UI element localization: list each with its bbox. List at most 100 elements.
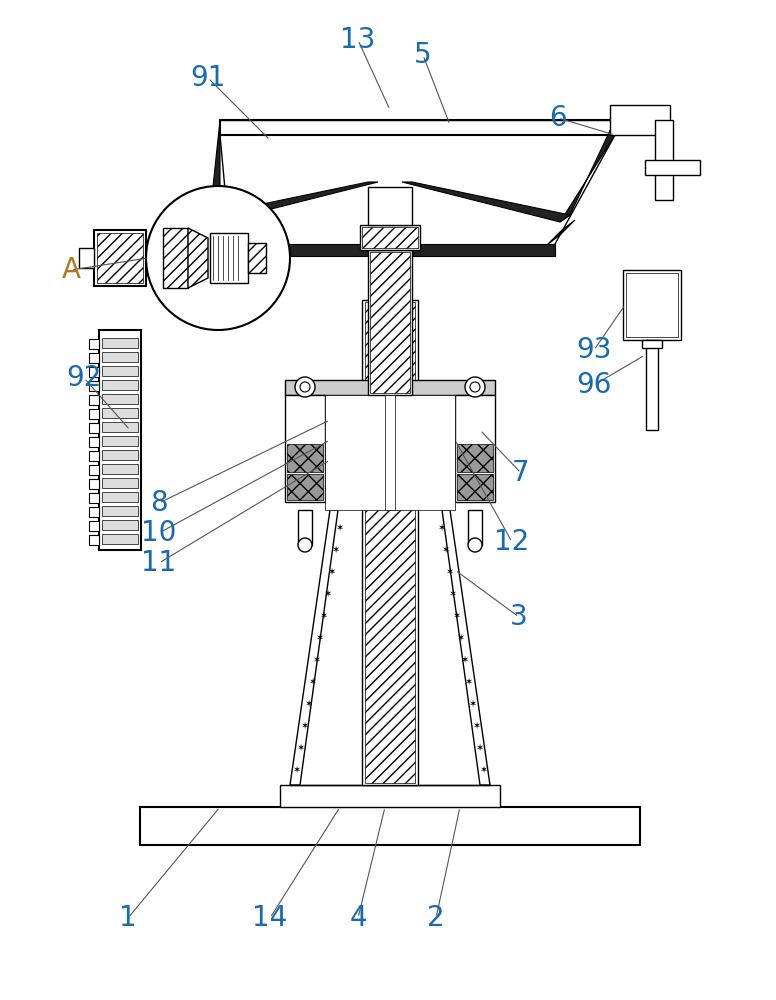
Text: ✶: ✶ (304, 699, 312, 709)
Text: ✶: ✶ (324, 589, 331, 599)
Bar (623, 270, 681, 340)
Bar (89, 353, 99, 363)
Bar (655, 120, 673, 200)
Text: ✶: ✶ (316, 633, 324, 643)
Text: 8: 8 (151, 489, 168, 517)
Bar (325, 395, 390, 510)
Text: ✶: ✶ (331, 545, 339, 555)
Polygon shape (205, 220, 238, 245)
Bar (102, 394, 138, 404)
Text: 2: 2 (427, 904, 445, 932)
Bar (210, 233, 248, 283)
Bar (645, 160, 700, 175)
Text: 4: 4 (349, 904, 367, 932)
Bar (89, 367, 99, 377)
Bar (163, 228, 188, 288)
Text: 7: 7 (512, 459, 530, 487)
Bar (89, 479, 99, 489)
Text: ✶: ✶ (293, 765, 300, 775)
Circle shape (298, 538, 312, 552)
Bar (646, 340, 658, 430)
Bar (362, 227, 418, 248)
Text: 6: 6 (549, 104, 566, 132)
Bar (285, 395, 325, 502)
Text: 14: 14 (252, 904, 288, 932)
Bar (248, 243, 266, 273)
Text: ✶: ✶ (460, 655, 468, 665)
Bar (102, 506, 138, 516)
Text: 12: 12 (494, 528, 530, 556)
Bar (360, 225, 420, 250)
Bar (102, 520, 138, 530)
Text: 93: 93 (577, 336, 611, 364)
Bar (89, 395, 99, 405)
Text: ✶: ✶ (441, 545, 449, 555)
Text: ✶: ✶ (334, 523, 343, 533)
Bar (385, 395, 395, 510)
Bar (610, 105, 670, 135)
Bar (368, 250, 412, 395)
Bar (230, 244, 555, 256)
Polygon shape (402, 182, 570, 222)
Bar (370, 252, 410, 393)
Bar (102, 478, 138, 488)
Bar (102, 534, 138, 544)
Text: ✶: ✶ (476, 743, 483, 753)
Polygon shape (547, 220, 575, 245)
Polygon shape (442, 510, 490, 785)
Circle shape (465, 377, 485, 397)
Bar (89, 437, 99, 447)
Bar (362, 300, 418, 785)
Bar (468, 510, 482, 545)
Bar (79, 248, 94, 268)
Text: ✶: ✶ (308, 677, 316, 687)
Bar (102, 450, 138, 460)
Bar (457, 474, 493, 500)
Polygon shape (210, 182, 378, 222)
Text: 10: 10 (141, 519, 177, 547)
Text: ✶: ✶ (464, 677, 472, 687)
Bar (365, 302, 415, 783)
Bar (102, 338, 138, 348)
Polygon shape (210, 120, 220, 222)
Bar (102, 366, 138, 376)
Bar (220, 120, 615, 135)
Text: ✶: ✶ (456, 633, 464, 643)
Bar (368, 187, 412, 225)
Text: ✶: ✶ (445, 567, 453, 577)
Text: ✶: ✶ (468, 699, 476, 709)
Text: 3: 3 (510, 603, 528, 631)
Polygon shape (560, 120, 615, 222)
Text: 5: 5 (414, 41, 431, 69)
Text: 1: 1 (120, 904, 137, 932)
Bar (298, 510, 312, 545)
Bar (89, 521, 99, 531)
Circle shape (300, 382, 310, 392)
Bar (94, 230, 146, 286)
Text: ✶: ✶ (472, 721, 480, 731)
Bar (287, 444, 323, 472)
Circle shape (295, 377, 315, 397)
Bar (102, 422, 138, 432)
Text: 11: 11 (141, 549, 177, 577)
Bar (89, 423, 99, 433)
Bar (89, 507, 99, 517)
Text: ✶: ✶ (452, 611, 461, 621)
Polygon shape (290, 510, 338, 785)
Bar (642, 340, 662, 348)
Bar (89, 339, 99, 349)
Bar (457, 444, 493, 472)
Bar (89, 493, 99, 503)
Bar (102, 380, 138, 390)
Text: ✶: ✶ (312, 655, 320, 665)
Bar (89, 465, 99, 475)
Bar (89, 451, 99, 461)
Text: ✶: ✶ (449, 589, 457, 599)
Bar (102, 492, 138, 502)
Bar (102, 464, 138, 474)
Text: A: A (61, 256, 81, 284)
Bar (102, 436, 138, 446)
Bar (626, 273, 678, 337)
Text: 91: 91 (190, 64, 226, 92)
Text: ✶: ✶ (320, 611, 327, 621)
